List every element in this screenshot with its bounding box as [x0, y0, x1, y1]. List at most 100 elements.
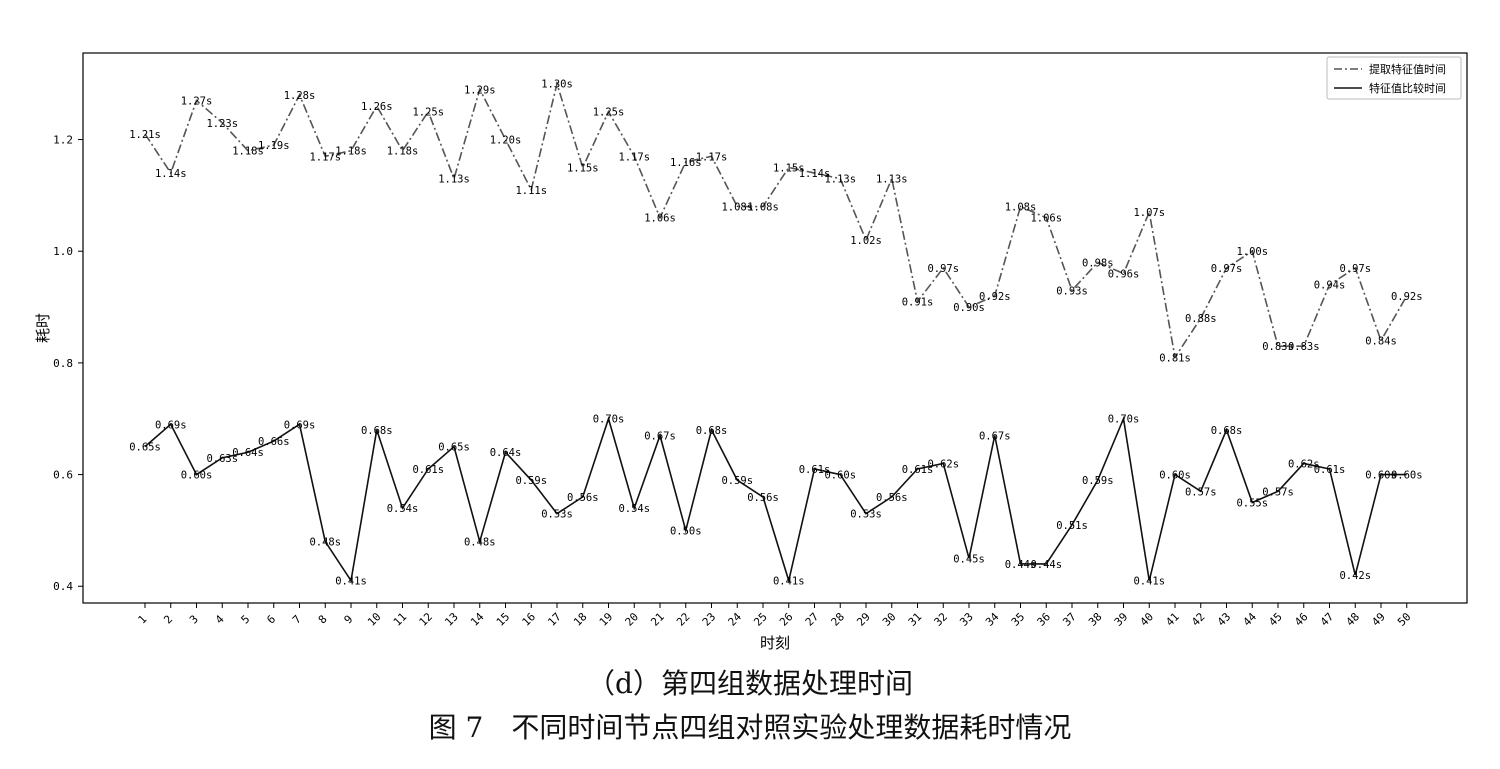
x-tick-label: 16	[519, 610, 538, 629]
data-label: 1.00s	[1236, 246, 1268, 258]
data-label: 0.92s	[1391, 291, 1423, 303]
x-tick-label: 32	[931, 610, 950, 629]
plot-frame	[82, 52, 1468, 604]
data-label: 1.15s	[567, 162, 599, 174]
data-label: 0.91s	[902, 296, 934, 308]
data-label: 0.62s	[1288, 458, 1320, 470]
data-label: 0.97s	[927, 263, 959, 275]
data-label: 0.90s	[953, 302, 985, 314]
x-tick-label: 44	[1240, 610, 1259, 629]
data-label: 0.50s	[670, 525, 702, 537]
data-label: 1.07s	[1133, 207, 1165, 219]
data-label: 1.15s	[773, 162, 805, 174]
data-label: 1.18s	[232, 146, 264, 158]
data-label: 0.83s	[1262, 341, 1294, 353]
x-tick-label: 37	[1060, 610, 1079, 629]
y-tick-label: 1.2	[53, 134, 73, 147]
x-axis: 1 2 3 4 5 6 7 8 9 10 11 12 13 14 15 16 17 18 19 20 21 22 23 24 2…	[136, 603, 1414, 629]
legend-label-extract: 提取特征值时间	[1369, 62, 1446, 76]
figure-caption: 图 7 不同时间节点四组对照实验处理数据耗时情况	[428, 711, 1072, 744]
y-tick-label: 1.0	[53, 245, 73, 258]
data-label: 1.28s	[284, 90, 316, 102]
data-label: 0.70s	[593, 414, 625, 426]
x-tick-label: 34	[983, 610, 1002, 629]
data-label: 0.61s	[902, 464, 934, 476]
x-tick-label: 3	[187, 613, 201, 627]
x-tick-label: 43	[1215, 610, 1234, 629]
x-tick-label: 40	[1137, 610, 1156, 629]
data-label: 1.08s	[747, 202, 779, 214]
legend: 提取特征值时间 特征值比较时间	[1326, 56, 1462, 100]
data-label: 0.41s	[1133, 576, 1165, 588]
data-label: 0.60s	[181, 470, 213, 482]
x-tick-label: 17	[545, 610, 564, 629]
data-label: 0.68s	[361, 425, 393, 437]
data-label-layer: 1.21s1.14s1.27s1.23s1.18s1.19s1.28s1.17s…	[129, 79, 1422, 588]
data-label: 0.44s	[1030, 559, 1062, 571]
data-label: 0.61s	[799, 464, 831, 476]
data-label: 0.92s	[979, 291, 1011, 303]
data-label: 0.68s	[696, 425, 728, 437]
data-label: 0.54s	[618, 503, 650, 515]
subfigure-caption: （d）第四组数据处理时间	[587, 667, 913, 700]
data-label: 0.68s	[1211, 425, 1243, 437]
x-tick-label: 36	[1034, 610, 1053, 629]
data-label: 0.56s	[876, 492, 908, 504]
data-label: 0.96s	[1108, 269, 1140, 281]
legend-label-compare: 特征值比较时间	[1369, 81, 1446, 95]
x-tick-label: 18	[571, 610, 590, 629]
data-label: 0.62s	[927, 458, 959, 470]
y-tick-label: 0.8	[53, 357, 73, 370]
x-tick-label: 42	[1189, 610, 1208, 629]
x-tick-label: 5	[239, 613, 253, 627]
data-label: 1.17s	[309, 151, 341, 163]
data-label: 1.23s	[206, 118, 238, 130]
data-label: 0.60s	[1159, 470, 1191, 482]
data-label: 0.59s	[515, 475, 547, 487]
data-label: 1.13s	[438, 174, 470, 186]
x-tick-label: 21	[648, 610, 667, 629]
x-tick-label: 47	[1318, 610, 1337, 629]
data-label: 0.56s	[567, 492, 599, 504]
data-label: 0.48s	[464, 537, 496, 549]
data-label: 0.64s	[490, 447, 522, 459]
line-chart: 0.40.60.81.01.2 1 2 3 4 5 6 7 8 9 10 11 12 13 14 15 16 1…	[34, 52, 1468, 652]
x-tick-label: 39	[1112, 610, 1131, 629]
x-tick-label: 29	[854, 610, 873, 629]
series-layer	[144, 80, 1408, 584]
data-label: 1.25s	[593, 107, 625, 119]
data-label: 0.67s	[979, 430, 1011, 442]
data-label: 1.14s	[799, 168, 831, 180]
x-tick-label: 26	[777, 610, 796, 629]
x-tick-label: 6	[264, 613, 278, 627]
data-label: 1.25s	[412, 107, 444, 119]
x-tick-label: 24	[725, 610, 744, 629]
x-tick-label: 15	[494, 610, 513, 629]
y-tick-label: 0.4	[53, 580, 73, 593]
x-tick-label: 1	[136, 613, 150, 627]
data-label: 0.42s	[1339, 570, 1371, 582]
data-label: 1.16s	[670, 157, 702, 169]
data-label: 0.97s	[1339, 263, 1371, 275]
data-label: 0.55s	[1236, 497, 1268, 509]
data-label: 0.60s	[824, 470, 856, 482]
data-label: 1.30s	[541, 79, 573, 91]
x-tick-label: 38	[1086, 610, 1105, 629]
data-label: 0.63s	[206, 453, 238, 465]
x-tick-label: 19	[597, 610, 616, 629]
data-label: 0.61s	[1314, 464, 1346, 476]
x-tick-label: 30	[880, 610, 899, 629]
data-label: 0.97s	[1211, 263, 1243, 275]
data-label: 1.08s	[721, 202, 753, 214]
data-label: 0.54s	[387, 503, 419, 515]
x-tick-label: 25	[751, 610, 770, 629]
series-line-extract	[144, 80, 1408, 360]
data-label: 0.64s	[232, 447, 264, 459]
data-label: 0.65s	[438, 442, 470, 454]
data-label: 1.21s	[129, 129, 161, 141]
data-label: 1.29s	[464, 84, 496, 96]
data-label: 0.61s	[412, 464, 444, 476]
data-label: 0.45s	[953, 553, 985, 565]
data-label: 0.81s	[1159, 352, 1191, 364]
x-tick-label: 41	[1163, 610, 1182, 629]
